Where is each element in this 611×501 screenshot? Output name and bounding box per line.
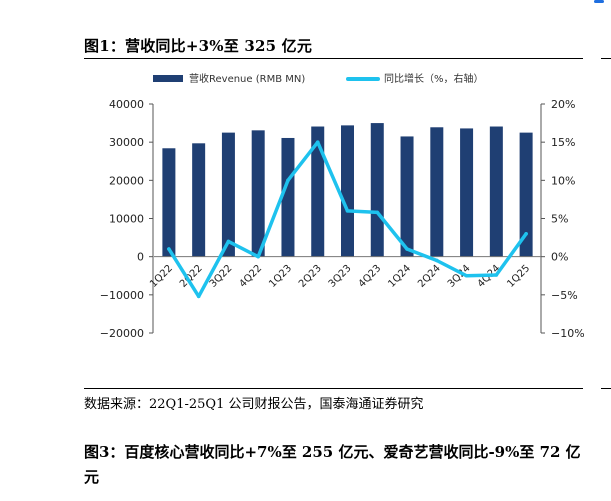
revenue-bar <box>192 143 206 257</box>
revenue-bar <box>281 137 295 257</box>
next-figure-title: 图3：百度核心营收同比+7%至 255 亿元、爱奇艺营收同比-9%至 72 亿元 <box>84 443 581 486</box>
right-tick-label: −5% <box>551 289 578 302</box>
right-tick-label: 5% <box>551 213 568 226</box>
x-tick-label: 1Q22 <box>148 263 175 290</box>
growth-point <box>435 258 439 263</box>
revenue-bar <box>370 123 384 257</box>
legend-line-label: 同比增长（%，右轴） <box>384 72 484 85</box>
left-tick-label: 10000 <box>109 213 144 226</box>
growth-point <box>494 273 499 277</box>
chart-legend: 营收Revenue (RMB MN) 同比增长（%，右轴） <box>153 72 484 85</box>
revenue-bar <box>251 130 265 257</box>
growth-point <box>315 140 320 144</box>
corner-accent <box>594 0 604 3</box>
adjacent-column-rule-2 <box>601 388 611 389</box>
growth-point <box>345 209 350 213</box>
legend-bar-swatch <box>153 75 183 82</box>
figure-title: 图1：营收同比+3%至 325 亿元 <box>84 37 313 55</box>
right-tick-label: 10% <box>551 174 575 187</box>
right-tick-label: 20% <box>551 98 575 111</box>
left-axis: 40000 30000 20000 10000 0 −10000 −20000 <box>100 98 154 340</box>
title-rule <box>84 58 583 59</box>
legend-bar-label: 营收Revenue (RMB MN) <box>189 72 305 85</box>
revenue-bar <box>311 126 325 257</box>
x-tick-label: 2Q23 <box>297 263 324 290</box>
revenue-bar <box>519 132 533 257</box>
source-note: 数据来源：22Q1-25Q1 公司财报公告，国泰海通证券研究 <box>84 397 424 412</box>
revenue-bar <box>430 127 444 257</box>
adjacent-column-rule <box>601 58 611 59</box>
x-tick-label: 1Q25 <box>505 263 532 290</box>
right-axis: 20% 15% 10% 5% 0% −5% −10% <box>540 98 584 340</box>
left-tick-label: −10000 <box>100 289 144 302</box>
growth-line <box>167 140 528 299</box>
left-tick-label: 30000 <box>109 136 144 149</box>
growth-point <box>256 254 260 259</box>
x-tick-label: 2Q24 <box>416 263 443 290</box>
growth-point <box>196 294 201 299</box>
x-tick-label: 1Q23 <box>267 263 294 290</box>
growth-point <box>464 273 469 278</box>
source-rule <box>84 388 583 389</box>
revenue-bar <box>489 126 503 257</box>
x-tick-label: 4Q23 <box>357 263 384 290</box>
revenue-bars <box>162 123 533 257</box>
revenue-bar <box>162 148 176 257</box>
right-tick-label: −10% <box>551 327 584 340</box>
right-tick-label: 0% <box>551 251 568 264</box>
growth-point <box>375 210 380 215</box>
growth-point <box>524 231 528 236</box>
growth-point <box>167 247 171 251</box>
x-tick-label: 3Q22 <box>208 263 235 290</box>
left-tick-label: 20000 <box>109 174 144 187</box>
revenue-bar <box>460 128 474 257</box>
right-tick-label: 15% <box>551 136 575 149</box>
growth-point <box>226 239 231 244</box>
left-tick-label: 0 <box>137 251 144 264</box>
revenue-chart: 营收Revenue (RMB MN) 同比增长（%，右轴） 40000 30000… <box>100 72 584 340</box>
growth-point <box>286 178 290 183</box>
left-tick-label: 40000 <box>109 98 144 111</box>
x-tick-label: 3Q23 <box>327 263 354 290</box>
revenue-bar <box>400 136 414 257</box>
x-tick-label: 4Q22 <box>237 263 264 290</box>
x-tick-label: 1Q24 <box>386 263 413 290</box>
growth-point <box>405 247 409 251</box>
revenue-bar <box>341 125 354 257</box>
revenue-bar <box>221 132 235 257</box>
left-tick-label: −20000 <box>100 327 144 340</box>
